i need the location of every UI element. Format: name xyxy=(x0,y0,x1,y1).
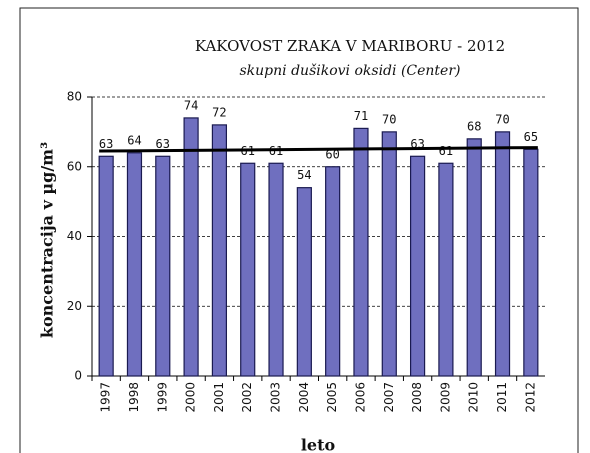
data-label: 70 xyxy=(382,112,396,126)
bar xyxy=(438,162,454,377)
x-tick-label: 2010 xyxy=(467,382,481,413)
x-tick-label: 2009 xyxy=(438,382,452,413)
data-label: 74 xyxy=(184,98,198,112)
bar xyxy=(381,131,397,377)
y-tick-label: 20 xyxy=(67,299,82,313)
data-label: 54 xyxy=(297,168,311,182)
bar xyxy=(466,138,482,377)
x-tick-label: 2001 xyxy=(212,382,226,413)
data-label: 71 xyxy=(354,109,368,123)
trendline xyxy=(99,146,538,153)
bar xyxy=(211,124,228,377)
y-tick-label: 0 xyxy=(74,369,82,383)
bar xyxy=(240,162,256,377)
y-tick-label: 60 xyxy=(67,159,82,173)
bar xyxy=(98,155,114,377)
data-label: 72 xyxy=(212,105,226,119)
data-label: 70 xyxy=(495,112,509,126)
data-label: 60 xyxy=(325,147,339,161)
x-tick-label: 2000 xyxy=(184,382,198,413)
x-axis-label: leto xyxy=(301,436,336,453)
data-label: 65 xyxy=(524,130,538,144)
y-tick-label: 40 xyxy=(67,229,82,243)
x-tick-label: 2006 xyxy=(353,382,367,413)
chart-subtitle: skupni dušikovi oksidi (Center) xyxy=(240,63,461,79)
x-tick-label: 1999 xyxy=(155,382,169,413)
data-label: 64 xyxy=(127,133,141,147)
data-label: 63 xyxy=(156,137,170,151)
bar xyxy=(155,155,171,377)
bar xyxy=(296,187,312,377)
x-tick-label: 2011 xyxy=(495,382,509,413)
x-tick-label: 2002 xyxy=(240,382,254,413)
x-tick-label: 2007 xyxy=(382,382,396,413)
bar xyxy=(409,155,426,377)
bar xyxy=(268,162,284,377)
x-tick-label: 2004 xyxy=(297,382,311,413)
y-axis-label: koncentracija v µg/m³ xyxy=(38,142,57,338)
frame xyxy=(19,7,579,453)
bar xyxy=(523,148,539,377)
bar xyxy=(126,152,143,377)
x-tick-label: 2012 xyxy=(523,382,537,413)
x-tick-label: 2005 xyxy=(325,382,339,413)
x-tick-label: 2008 xyxy=(410,382,424,413)
data-label: 61 xyxy=(439,144,453,158)
data-label: 68 xyxy=(467,119,481,133)
x-tick-label: 1998 xyxy=(127,382,141,413)
bar xyxy=(353,127,369,377)
y-tick-label: 80 xyxy=(67,90,82,104)
chart-title: KAKOVOST ZRAKA V MARIBORU - 2012 xyxy=(195,37,505,55)
bar xyxy=(494,131,511,377)
bar xyxy=(325,166,341,377)
x-tick-label: 2003 xyxy=(269,382,283,413)
data-label: 63 xyxy=(99,137,113,151)
x-tick-label: 1997 xyxy=(99,382,113,413)
bar xyxy=(183,117,199,377)
